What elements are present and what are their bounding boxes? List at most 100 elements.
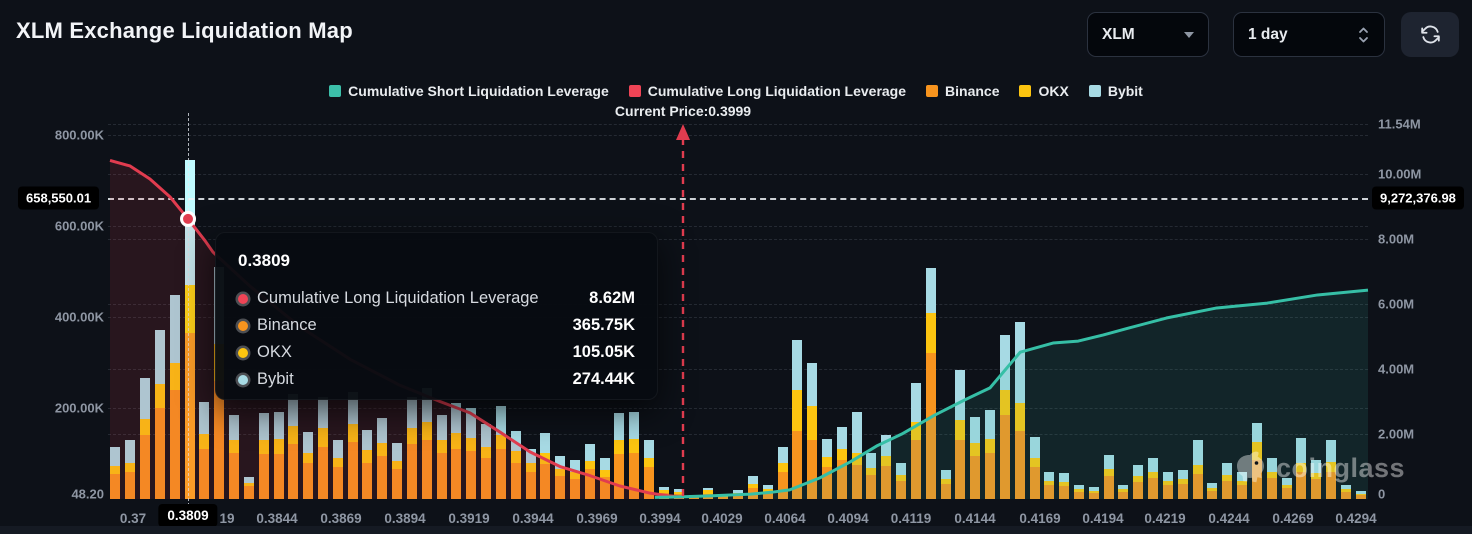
liquidation-bar[interactable] bbox=[629, 412, 640, 499]
liquidation-bar[interactable] bbox=[658, 487, 669, 499]
liquidation-bar[interactable] bbox=[184, 159, 195, 499]
liquidation-bar[interactable] bbox=[555, 455, 566, 499]
refresh-button[interactable] bbox=[1401, 12, 1459, 57]
liquidation-bar[interactable] bbox=[1103, 454, 1114, 499]
liquidation-bar[interactable] bbox=[1281, 478, 1292, 499]
liquidation-bar[interactable] bbox=[154, 329, 165, 499]
liquidation-bar[interactable] bbox=[510, 430, 521, 499]
liquidation-bar[interactable] bbox=[792, 339, 803, 499]
tooltip-row-1: Binance 365.75K bbox=[238, 312, 635, 339]
liquidation-bar[interactable] bbox=[644, 439, 655, 499]
liquidation-bar[interactable] bbox=[1073, 484, 1084, 499]
liquidation-bar[interactable] bbox=[985, 409, 995, 499]
liquidation-bar[interactable] bbox=[1029, 437, 1040, 499]
liquidation-bar[interactable] bbox=[1207, 483, 1218, 499]
liquidation-bar[interactable] bbox=[1044, 472, 1055, 499]
liquidation-bar[interactable] bbox=[110, 446, 121, 499]
liquidation-bar[interactable] bbox=[1088, 487, 1099, 499]
tooltip-series-label: Bybit bbox=[257, 370, 294, 388]
liquidation-bar[interactable] bbox=[273, 412, 284, 499]
liquidation-bar[interactable] bbox=[495, 405, 506, 499]
liquidation-bar[interactable] bbox=[999, 335, 1010, 499]
liquidation-bar[interactable] bbox=[910, 382, 921, 499]
legend-item-0[interactable]: Cumulative Short Liquidation Leverage bbox=[329, 83, 609, 99]
interval-select[interactable]: 1 day bbox=[1233, 12, 1385, 57]
liquidation-bar[interactable] bbox=[673, 489, 684, 499]
liquidation-bar[interactable] bbox=[451, 403, 462, 499]
liquidation-bar[interactable] bbox=[421, 387, 432, 500]
liquidation-bar[interactable] bbox=[1059, 473, 1070, 499]
liquidation-bar[interactable] bbox=[392, 443, 403, 499]
liquidation-bar[interactable] bbox=[1222, 463, 1233, 499]
liquidation-bar[interactable] bbox=[955, 369, 966, 499]
liquidation-bar[interactable] bbox=[703, 488, 714, 499]
liquidation-bar[interactable] bbox=[406, 396, 417, 499]
liquidation-bar[interactable] bbox=[140, 377, 151, 499]
legend-item-1[interactable]: Cumulative Long Liquidation Leverage bbox=[628, 83, 906, 99]
liquidation-bar[interactable] bbox=[777, 447, 788, 499]
liquidation-bar[interactable] bbox=[1296, 438, 1307, 499]
liquidation-bar[interactable] bbox=[614, 413, 625, 499]
legend-swatch-icon bbox=[1088, 85, 1101, 97]
liquidation-bar[interactable] bbox=[851, 412, 862, 499]
liquidation-bar[interactable] bbox=[288, 394, 299, 499]
liquidation-bar[interactable] bbox=[1162, 471, 1173, 499]
liquidation-bar[interactable] bbox=[1177, 469, 1188, 499]
y-axis-label-right: 0 bbox=[1378, 486, 1386, 502]
liquidation-bar[interactable] bbox=[199, 402, 210, 499]
liquidation-bar[interactable] bbox=[762, 485, 773, 499]
liquidation-bar[interactable] bbox=[125, 439, 136, 499]
liquidation-bar[interactable] bbox=[1355, 490, 1366, 499]
liquidation-bar[interactable] bbox=[940, 469, 951, 499]
liquidation-bar[interactable] bbox=[377, 418, 388, 499]
liquidation-bar[interactable] bbox=[970, 417, 981, 499]
liquidation-bar[interactable] bbox=[807, 362, 818, 499]
liquidation-bar[interactable] bbox=[317, 396, 328, 499]
liquidation-bar[interactable] bbox=[466, 408, 477, 500]
liquidation-bar[interactable] bbox=[347, 392, 358, 500]
liquidation-bar[interactable] bbox=[525, 448, 536, 499]
liquidation-bar[interactable] bbox=[243, 477, 254, 499]
liquidation-bar[interactable] bbox=[1325, 439, 1336, 499]
liquidation-bar[interactable] bbox=[733, 489, 743, 499]
bar-segment-bybit bbox=[866, 453, 877, 469]
liquidation-bar[interactable] bbox=[718, 495, 729, 499]
bar-segment-binance bbox=[421, 439, 432, 499]
liquidation-bar[interactable] bbox=[1118, 484, 1129, 499]
liquidation-bar[interactable] bbox=[1014, 321, 1025, 499]
liquidation-bar[interactable] bbox=[540, 433, 551, 499]
liquidation-bar[interactable] bbox=[925, 267, 936, 499]
liquidation-bar[interactable] bbox=[821, 438, 832, 499]
liquidation-bar[interactable] bbox=[1192, 439, 1203, 499]
liquidation-bar[interactable] bbox=[584, 444, 595, 499]
legend-item-2[interactable]: Binance bbox=[926, 83, 999, 99]
liquidation-bar[interactable] bbox=[1237, 472, 1247, 499]
legend-item-4[interactable]: Bybit bbox=[1088, 83, 1143, 99]
liquidation-bar[interactable] bbox=[258, 413, 269, 499]
liquidation-bar[interactable] bbox=[1340, 484, 1351, 499]
liquidation-bar[interactable] bbox=[836, 427, 847, 499]
liquidation-bar[interactable] bbox=[599, 458, 610, 499]
liquidation-bar[interactable] bbox=[362, 429, 373, 499]
liquidation-bar[interactable] bbox=[303, 432, 314, 499]
liquidation-bar[interactable] bbox=[229, 414, 239, 499]
liquidation-bar[interactable] bbox=[747, 476, 758, 499]
liquidation-bar[interactable] bbox=[1133, 464, 1144, 499]
liquidation-bar[interactable] bbox=[1266, 458, 1277, 499]
liquidation-bar[interactable] bbox=[1148, 458, 1159, 499]
liquidation-bar[interactable] bbox=[1311, 459, 1322, 499]
liquidation-bar[interactable] bbox=[569, 460, 580, 499]
liquidation-bar[interactable] bbox=[481, 423, 491, 499]
bar-segment-okx bbox=[140, 418, 151, 436]
liquidation-bar[interactable] bbox=[169, 295, 180, 499]
y-marker-line bbox=[108, 197, 1368, 200]
liquidation-bar[interactable] bbox=[896, 463, 907, 499]
liquidation-bar[interactable] bbox=[688, 494, 699, 499]
liquidation-bar[interactable] bbox=[1251, 423, 1262, 499]
liquidation-bar[interactable] bbox=[436, 414, 447, 499]
liquidation-bar[interactable] bbox=[332, 439, 343, 499]
symbol-select[interactable]: XLM bbox=[1087, 12, 1209, 57]
liquidation-bar[interactable] bbox=[866, 453, 877, 499]
liquidation-bar[interactable] bbox=[881, 434, 892, 499]
legend-item-3[interactable]: OKX bbox=[1019, 83, 1069, 99]
